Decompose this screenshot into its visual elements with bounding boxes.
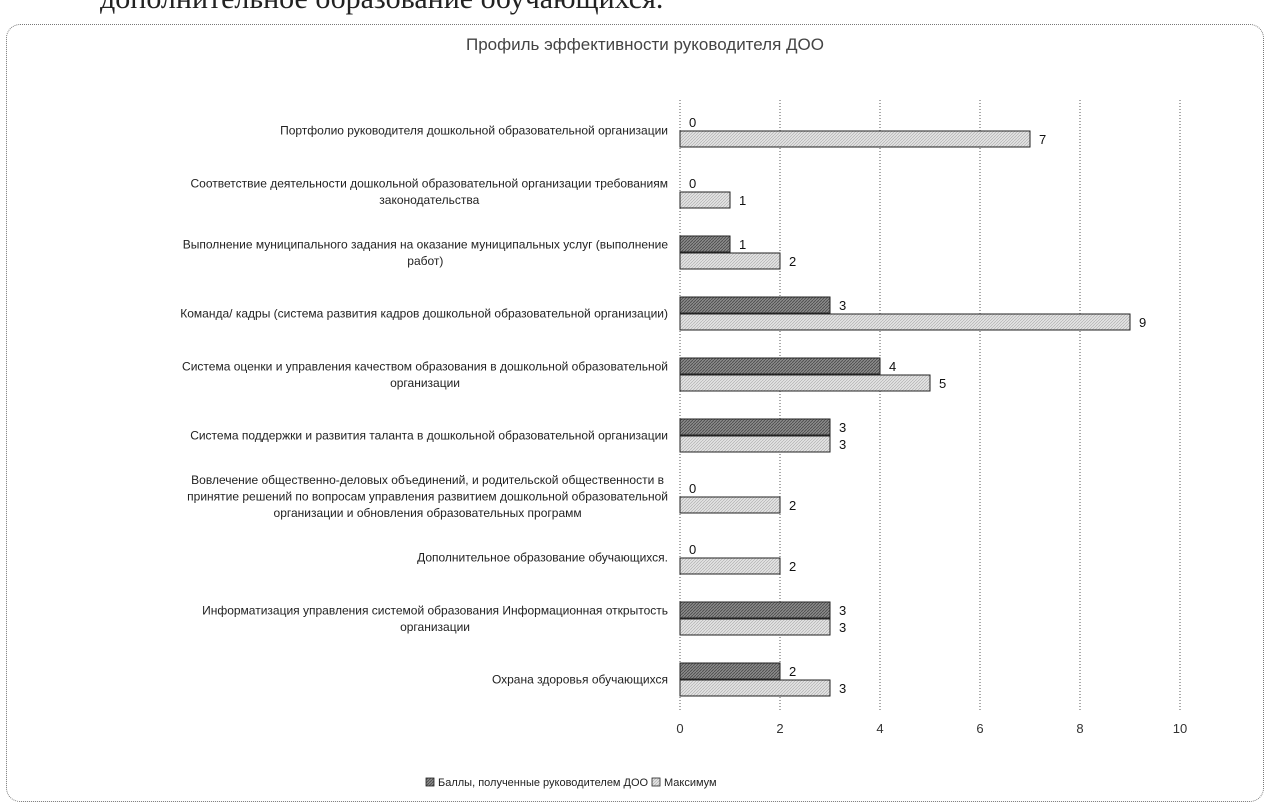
bar-score [679, 662, 781, 680]
legend-label: Баллы, полученные руководителем ДОО [438, 777, 649, 789]
data-label: 2 [789, 559, 796, 574]
bar-score [679, 296, 831, 314]
bar-max [679, 557, 781, 575]
x-tick-label: 0 [676, 721, 683, 736]
legend-swatch [425, 777, 435, 787]
page-top-text: дополнительное образование обучающихся. [100, 0, 663, 16]
category-label-line: Система поддержки и развития таланта в д… [190, 429, 668, 443]
bar-score [679, 601, 831, 619]
legend: Баллы, полученные руководителем ДОО Макси… [425, 777, 717, 789]
data-label: 2 [789, 254, 796, 269]
category-label-line: Команда/ кадры (система развития кадров … [180, 307, 668, 321]
bar-max [679, 252, 781, 270]
data-label: 0 [689, 176, 696, 191]
data-label: 5 [939, 376, 946, 391]
chart-title: Профиль эффективности руководителя ДОО [466, 35, 824, 54]
data-label: 2 [789, 664, 796, 679]
data-label: 7 [1039, 132, 1046, 147]
category-label: Охрана здоровья обучающихся [492, 673, 668, 687]
chart-frame [6, 24, 1264, 802]
x-tick-label: 8 [1076, 721, 1083, 736]
category-label: Система оценки и управления качеством об… [182, 359, 668, 390]
data-label: 3 [839, 437, 846, 452]
category-label-line: принятие решений по вопросам управления … [187, 490, 668, 504]
legend-swatch [651, 777, 661, 787]
data-label: 3 [839, 681, 846, 696]
category-label-line: Вовлечение общественно-деловых объединен… [191, 473, 664, 487]
category-label-line: законодательства [379, 193, 479, 207]
category-label-line: работ) [407, 254, 443, 268]
category-label-line: Система оценки и управления качеством об… [182, 359, 668, 373]
legend-label: Максимум [664, 777, 717, 789]
data-label: 3 [839, 620, 846, 635]
bar-max [679, 496, 781, 514]
x-tick-label: 2 [776, 721, 783, 736]
x-tick-label: 10 [1173, 721, 1187, 736]
category-label: Дополнительное образование обучающихся. [417, 551, 668, 565]
category-label-line: Выполнение муниципального задания на ока… [183, 237, 669, 251]
bar-max [679, 313, 1131, 331]
data-label: 3 [839, 603, 846, 618]
x-tick-label: 6 [976, 721, 983, 736]
data-label: 3 [839, 298, 846, 313]
data-label: 4 [889, 359, 896, 374]
x-tick-label: 4 [876, 721, 883, 736]
data-label: 9 [1139, 315, 1146, 330]
bar-score [679, 357, 881, 375]
data-label: 1 [739, 237, 746, 252]
category-label: Выполнение муниципального задания на ока… [183, 237, 669, 268]
category-label-line: Дополнительное образование обучающихся. [417, 551, 668, 565]
category-label-line: Информатизация управления системой образ… [202, 603, 668, 617]
bar-max [679, 435, 831, 453]
bar-max [679, 130, 1031, 148]
data-label: 0 [689, 481, 696, 496]
bar-max [679, 191, 731, 209]
data-label: 3 [839, 420, 846, 435]
category-label-line: Портфолио руководителя дошкольной образо… [280, 124, 668, 138]
category-label: Команда/ кадры (система развития кадров … [180, 307, 668, 321]
bar-max [679, 618, 831, 636]
category-label: Вовлечение общественно-деловых объединен… [187, 473, 668, 520]
category-label: Соответствие деятельности дошкольной обр… [191, 176, 668, 207]
category-label-line: организации [390, 376, 460, 390]
category-label: Портфолио руководителя дошкольной образо… [280, 124, 668, 138]
category-label-line: организации [400, 620, 470, 634]
category-label-line: Охрана здоровья обучающихся [492, 673, 668, 687]
bar-max [679, 679, 831, 697]
category-label: Информатизация управления системой образ… [202, 603, 668, 634]
data-label: 0 [689, 542, 696, 557]
bar-max [679, 374, 931, 392]
bar-score [679, 418, 831, 436]
data-label: 1 [739, 193, 746, 208]
data-label: 2 [789, 498, 796, 513]
category-label: Система поддержки и развития таланта в д… [190, 429, 668, 443]
bar-score [679, 235, 731, 253]
category-label-line: организации и обновления образовательных… [274, 506, 582, 520]
category-label-line: Соответствие деятельности дошкольной обр… [191, 176, 668, 190]
data-label: 0 [689, 115, 696, 130]
